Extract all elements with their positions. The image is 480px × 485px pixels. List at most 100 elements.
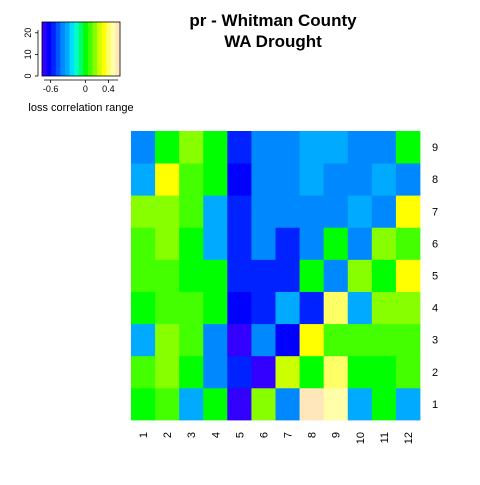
heatmap-cell [299,355,325,389]
heatmap-cell [323,355,349,389]
heatmap-cell [299,195,325,228]
legend-swatch [74,22,80,76]
heatmap-cell [299,323,325,357]
heatmap-cell [227,195,252,228]
heatmap-cell [203,195,228,228]
heatmap-cell [179,355,204,389]
heatmap-cell [203,291,228,325]
heatmap-cell [371,195,397,228]
x-tick-label: 1 [138,432,150,438]
heatmap-cells [131,131,421,421]
heatmap-cell [347,387,373,421]
legend-swatch [69,22,75,76]
heatmap-cell [347,227,373,260]
heatmap-cell [323,163,349,196]
heatmap-cell [203,323,228,357]
heatmap-cell [227,227,252,260]
y-tick-label: 5 [432,271,438,283]
heatmap-cell [323,259,349,292]
color-legend: -0.6 0 0.4 0 10 20 [23,21,121,94]
color-legend-label: loss correlation range [28,102,133,114]
heatmap-cell [131,387,156,421]
heatmap-cell [371,387,397,421]
legend-swatch [106,22,112,76]
heatmap-cell [251,163,276,196]
y-tick-label: 7 [432,206,438,218]
heatmap-cell [395,163,421,196]
heatmap-cell [155,323,180,357]
heatmap-cell [155,355,180,389]
heatmap-cell [227,387,252,421]
heatmap-cell [371,355,397,389]
heatmap-cell [275,291,300,325]
legend-swatch [97,22,103,76]
heatmap-cell [179,227,204,260]
legend-swatch [78,22,84,76]
legend-swatch [101,22,107,76]
legend-y-tick-label: 20 [23,28,33,38]
heatmap-cell [323,195,349,228]
heatmap-cell [299,131,325,164]
heatmap-cell [203,259,228,292]
heatmap-cell [251,387,276,421]
heatmap-cell [323,387,349,421]
heatmap-cell [203,163,228,196]
heatmap-cell [275,163,300,196]
y-tick-label: 9 [432,142,438,154]
heatmap-cell [395,323,421,357]
heatmap-cell [323,227,349,260]
heatmap-cell [155,387,180,421]
heatmap-cell [131,323,156,357]
legend-swatch [46,22,52,76]
heatmap-cell [251,195,276,228]
heatmap-cell [371,323,397,357]
x-tick-label: 7 [283,432,295,438]
x-tick-label: 10 [355,432,367,444]
heatmap-cell [371,163,397,196]
heatmap-cell [227,163,252,196]
legend-swatch [115,22,121,76]
heatmap-cell [131,259,156,292]
heatmap-cell [395,387,421,421]
legend-y-tick-label: 0 [23,73,33,78]
heatmap-cell [299,291,325,325]
heatmap-cell [227,323,252,357]
legend-swatch [110,22,116,76]
heatmap-cell [227,259,252,292]
heatmap-cell [179,163,204,196]
heatmap-cell [155,259,180,292]
heatmap-cell [395,355,421,389]
legend-x-tick-label: 0 [83,84,88,94]
heatmap-cell [203,227,228,260]
legend-swatch [87,22,93,76]
x-tick-label: 11 [379,432,391,443]
heatmap-cell [179,195,204,228]
heatmap-cell [323,291,349,325]
heatmap-cell [251,131,276,164]
heatmap-cell [395,227,421,260]
heatmap-cell [131,195,156,228]
legend-x-tick-label: -0.6 [43,84,59,94]
x-tick-label: 4 [210,432,222,438]
legend-swatch [92,22,98,76]
heatmap-cell [299,259,325,292]
heatmap-cell [275,355,300,389]
legend-frame [41,21,121,77]
x-tick-label: 6 [258,432,270,438]
heatmap-cell [323,131,349,164]
heatmap-cell [227,355,252,389]
heatmap-cell [227,291,252,325]
heatmap-cell [275,323,300,357]
heatmap-cell [203,131,228,164]
heatmap-cell [131,131,156,164]
heatmap-cell [179,259,204,292]
heatmap-cell [275,131,300,164]
heatmap-cell [131,291,156,325]
legend-swatch [83,22,89,76]
heatmap-cell [371,131,397,164]
heatmap-cell [347,291,373,325]
heatmap-cell [395,131,421,164]
heatmap-cell [347,323,373,357]
y-tick-label: 1 [432,399,438,411]
